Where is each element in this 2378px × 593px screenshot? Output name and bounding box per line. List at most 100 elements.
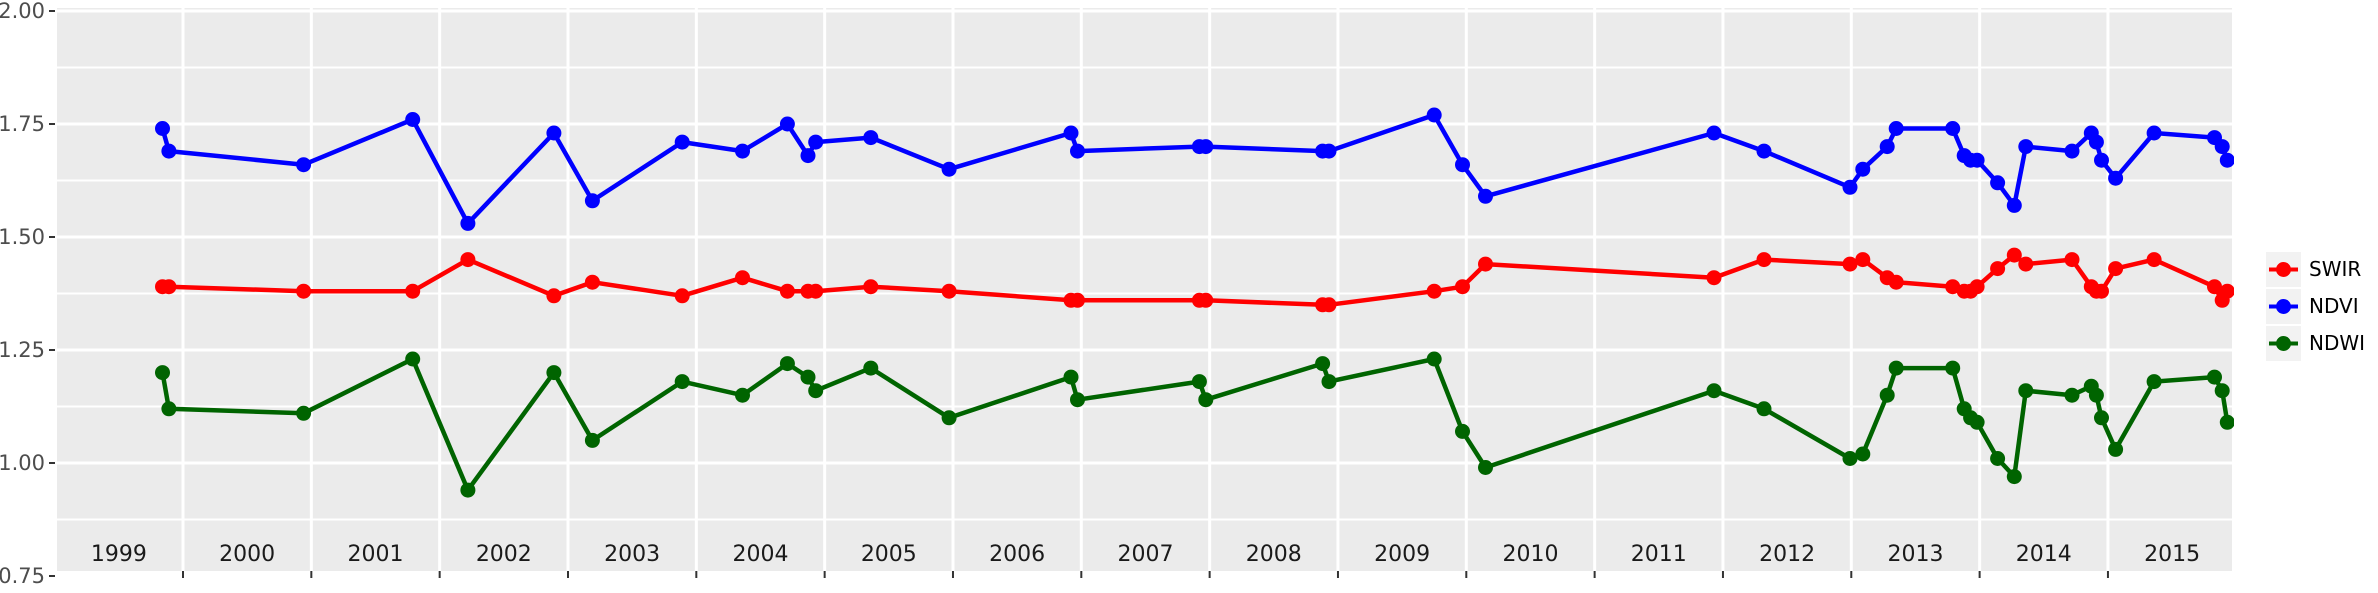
data-point-NDVI — [584, 193, 600, 209]
x-tick-label: 2010 — [1502, 542, 1558, 567]
x-tick-label: 2011 — [1631, 542, 1687, 567]
data-point-NDWI — [1879, 387, 1895, 403]
data-point-NDWI — [1478, 460, 1493, 475]
y-tick-label: 2.00 — [0, 0, 45, 23]
legend-item-ndwi: NDWI — [2266, 326, 2365, 361]
data-point-NDVI — [460, 215, 476, 231]
data-point-SWIR — [1945, 279, 1961, 295]
data-point-NDWI — [808, 383, 824, 399]
data-point-NDVI — [1478, 188, 1493, 204]
data-point-NDWI — [1706, 383, 1722, 399]
data-point-SWIR — [1969, 279, 1985, 295]
data-point-NDWI — [1191, 374, 1207, 390]
data-point-NDWI — [1969, 414, 1985, 430]
data-point-NDVI — [2064, 143, 2080, 159]
legend-label-ndwi: NDWI — [2309, 331, 2366, 355]
data-point-NDVI — [2018, 139, 2034, 155]
data-point-NDVI — [1842, 179, 1858, 195]
legend-label-ndvi: NDVI — [2309, 294, 2359, 318]
data-point-SWIR — [2146, 252, 2162, 268]
data-point-NDWI — [584, 432, 600, 448]
data-point-SWIR — [1478, 256, 1493, 272]
data-point-NDVI — [2088, 134, 2104, 150]
data-point-SWIR — [779, 283, 795, 299]
x-tick-label: 2004 — [732, 542, 788, 567]
data-point-NDVI — [161, 143, 177, 159]
data-point-SWIR — [735, 270, 750, 286]
data-point-NDWI — [2214, 383, 2230, 399]
data-point-NDVI — [1070, 143, 1085, 159]
data-point-NDWI — [1855, 446, 1871, 462]
data-point-SWIR — [674, 288, 690, 304]
data-point-NDVI — [808, 134, 824, 150]
data-point-NDWI — [161, 401, 177, 417]
data-point-SWIR — [1455, 279, 1470, 295]
data-point-SWIR — [405, 283, 421, 299]
data-point-SWIR — [1888, 274, 1904, 290]
data-point-NDWI — [674, 374, 690, 390]
data-point-NDVI — [2094, 152, 2109, 168]
legend-key-swir — [2266, 252, 2301, 287]
data-point-NDWI — [800, 369, 816, 385]
series-NDVI — [155, 107, 2234, 231]
data-point-NDVI — [1879, 139, 1895, 155]
data-point-NDVI — [941, 161, 957, 177]
data-point-NDWI — [2018, 383, 2034, 399]
data-point-NDVI — [1969, 152, 1985, 168]
data-point-NDWI — [941, 410, 957, 426]
data-point-NDWI — [1426, 351, 1442, 367]
data-point-SWIR — [941, 283, 957, 299]
data-point-NDVI — [2108, 170, 2124, 186]
data-point-SWIR — [1706, 270, 1722, 286]
data-point-NDVI — [1198, 139, 1214, 155]
line-point-swatch-icon — [2269, 336, 2298, 351]
x-tick-label: 2013 — [1887, 542, 1943, 567]
x-tick-label: 2006 — [989, 542, 1045, 567]
data-point-NDVI — [779, 116, 795, 132]
data-point-SWIR — [1321, 297, 1337, 313]
series-SWIR — [155, 247, 2234, 313]
x-tick-label: 2008 — [1246, 542, 1302, 567]
x-tick-label: 2000 — [219, 542, 275, 567]
data-point-NDWI — [2108, 441, 2124, 457]
data-point-NDWI — [1945, 360, 1961, 376]
y-tick-label: 1.50 — [0, 225, 45, 249]
data-point-NDVI — [1990, 175, 2006, 191]
data-point-NDWI — [296, 405, 312, 421]
data-point-NDVI — [1756, 143, 1772, 159]
data-point-NDWI — [2094, 410, 2109, 426]
legend-item-swir: SWIR — [2266, 252, 2365, 287]
data-point-NDWI — [2064, 387, 2080, 403]
data-point-SWIR — [1756, 252, 1772, 268]
data-point-NDVI — [1426, 107, 1442, 123]
data-point-NDVI — [2006, 197, 2022, 213]
data-point-NDWI — [2088, 387, 2104, 403]
data-point-NDWI — [1070, 392, 1085, 408]
data-point-NDWI — [405, 351, 421, 367]
data-point-SWIR — [808, 283, 824, 299]
data-point-NDVI — [2214, 139, 2230, 155]
data-point-SWIR — [1070, 292, 1085, 308]
y-tick-label: 1.25 — [0, 338, 45, 362]
data-point-NDVI — [296, 157, 312, 173]
data-point-NDWI — [1455, 423, 1470, 439]
x-tick-label: 2005 — [861, 542, 917, 567]
x-tick-label: 2012 — [1759, 542, 1815, 567]
data-point-NDWI — [1315, 356, 1331, 372]
data-point-NDWI — [1321, 374, 1337, 390]
legend: SWIR NDVI NDWI — [2266, 252, 2365, 361]
data-point-SWIR — [863, 279, 879, 295]
data-point-SWIR — [296, 283, 312, 299]
line-point-swatch-icon — [2269, 299, 2298, 314]
legend-key-ndwi — [2266, 326, 2301, 361]
x-tick-label: 2001 — [347, 542, 403, 567]
data-point-NDVI — [2219, 152, 2234, 168]
data-point-SWIR — [1842, 256, 1858, 272]
data-point-SWIR — [2108, 261, 2124, 277]
y-tick-label: 0.75 — [0, 564, 45, 588]
data-point-SWIR — [1426, 283, 1442, 299]
data-point-NDWI — [779, 356, 795, 372]
data-point-NDWI — [155, 365, 170, 381]
